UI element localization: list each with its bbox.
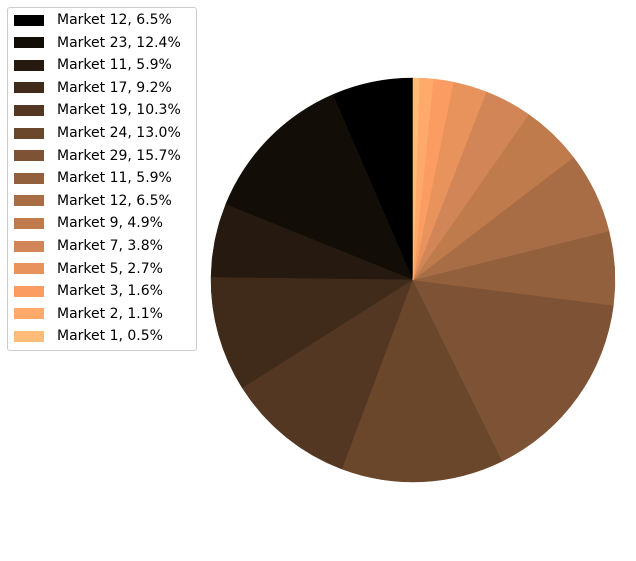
pie-slice	[412, 279, 614, 462]
legend-item: Market 9, 4.9%	[14, 213, 163, 233]
legend-label: Market 12, 6.5%	[57, 192, 172, 209]
legend-label: Market 7, 3.8%	[57, 238, 163, 254]
legend-item: Market 19, 10.3%	[14, 100, 181, 120]
legend-item: Market 12, 6.5%	[14, 10, 172, 30]
legend-item: Market 1, 0.5%	[14, 326, 163, 346]
legend-label: Market 29, 15.7%	[57, 147, 181, 164]
pie-slices	[210, 77, 616, 483]
legend-item: Market 11, 5.9%	[14, 55, 172, 75]
legend-label: Market 11, 5.9%	[57, 57, 172, 74]
legend-item: Market 2, 1.1%	[14, 304, 163, 324]
legend-label: Market 17, 9.2%	[57, 79, 172, 96]
pie-slice	[412, 77, 420, 281]
pie-slice	[225, 94, 414, 281]
legend-label: Market 2, 1.1%	[57, 305, 163, 322]
legend-swatch	[14, 217, 44, 229]
legend-label: Market 19, 10.3%	[57, 102, 181, 119]
legend-item: Market 17, 9.2%	[14, 78, 172, 98]
legend-item: Market 3, 1.6%	[14, 281, 163, 301]
legend-item: Market 12, 6.5%	[14, 191, 172, 211]
legend-label: Market 12, 6.5%	[57, 12, 172, 28]
legend-label: Market 23, 12.4%	[57, 34, 181, 51]
legend-item: Market 23, 12.4%	[14, 33, 181, 53]
legend-item: Market 24, 13.0%	[14, 123, 181, 143]
pie-slice	[210, 277, 414, 389]
legend-swatch	[14, 285, 44, 297]
legend-item: Market 5, 2.7%	[14, 259, 163, 279]
legend-item: Market 11, 5.9%	[14, 168, 172, 188]
legend-swatch	[14, 59, 44, 71]
pie-slice	[242, 279, 414, 470]
legend-swatch	[14, 195, 44, 207]
legend-swatch	[14, 14, 44, 26]
legend-swatch	[14, 330, 44, 342]
legend-swatch	[14, 263, 44, 275]
legend-swatch	[14, 240, 44, 252]
pie-slice	[341, 279, 503, 483]
legend-swatch	[14, 172, 44, 184]
legend-swatch	[14, 127, 44, 139]
legend-swatch	[14, 150, 44, 162]
legend-item: Market 29, 15.7%	[14, 146, 181, 166]
legend-swatch	[14, 104, 44, 116]
legend-label: Market 11, 5.9%	[57, 170, 172, 187]
legend-label: Market 9, 4.9%	[57, 215, 163, 232]
legend-swatch	[14, 308, 44, 320]
legend-swatch	[14, 37, 44, 49]
legend-item: Market 7, 3.8%	[14, 236, 163, 256]
legend-label: Market 1, 0.5%	[57, 328, 163, 345]
legend-swatch	[14, 82, 44, 94]
legend-label: Market 5, 2.7%	[57, 260, 163, 277]
legend-label: Market 3, 1.6%	[57, 283, 163, 300]
legend-label: Market 24, 13.0%	[57, 125, 181, 141]
legend: Market 12, 6.5% Market 23, 12.4% Market 11…	[7, 7, 197, 351]
